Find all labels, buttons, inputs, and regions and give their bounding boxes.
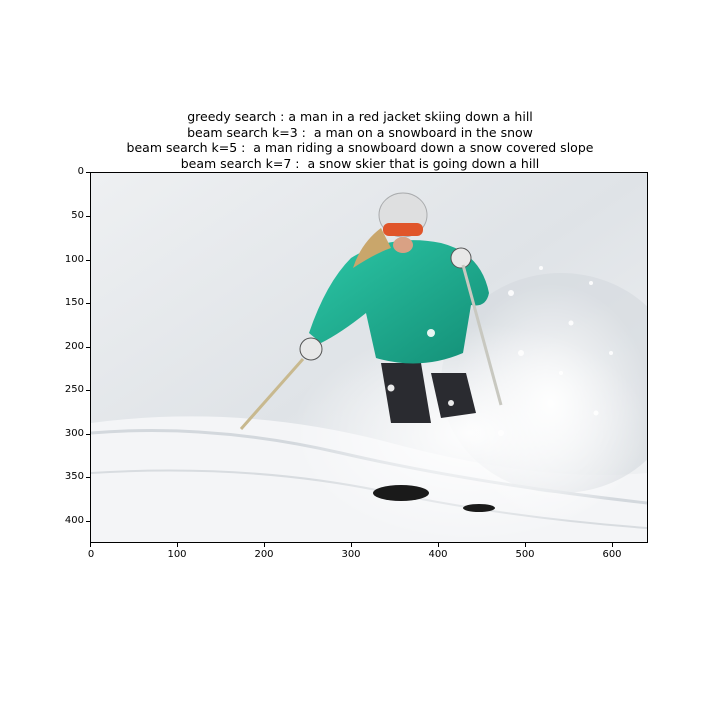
ski-left [373, 485, 429, 501]
y-tick-label: 200 [64, 341, 84, 352]
green-jacket [309, 240, 489, 364]
y-tick-mark [86, 521, 90, 522]
y-tick-mark [86, 260, 90, 261]
x-tick-mark [438, 543, 439, 547]
figure-title: greedy search : a man in a red jacket sk… [0, 109, 720, 171]
x-tick-mark [351, 543, 352, 547]
x-tick-label: 300 [341, 549, 361, 560]
y-tick-mark [86, 390, 90, 391]
title-line-beam-k7: beam search k=7 : a snow skier that is g… [180, 155, 540, 171]
y-tick-label: 300 [64, 428, 84, 439]
y-tick-label: 250 [64, 384, 84, 395]
x-tick-label: 100 [167, 549, 187, 560]
y-tick-label: 0 [77, 166, 84, 177]
skier-photo [91, 173, 647, 542]
title-line-greedy: greedy search : a man in a red jacket sk… [187, 109, 533, 124]
y-tick-mark [86, 216, 90, 217]
y-tick-label: 350 [64, 471, 84, 482]
x-tick-mark [177, 543, 178, 547]
x-tick-mark [612, 543, 613, 547]
y-tick-label: 50 [71, 210, 84, 221]
y-tick-mark [86, 347, 90, 348]
x-tick-label: 500 [515, 549, 535, 560]
x-tick-label: 0 [87, 549, 95, 560]
y-tick-mark [86, 172, 90, 173]
y-tick-mark [86, 434, 90, 435]
title-line-beam-k3: beam search k=3 : a man on a snowboard i… [187, 124, 533, 140]
image-axes [90, 172, 648, 543]
goggles [383, 223, 423, 236]
x-tick-label: 200 [254, 549, 274, 560]
y-tick-label: 100 [64, 254, 84, 265]
y-tick-mark [86, 477, 90, 478]
x-tick-mark [525, 543, 526, 547]
right-pole [461, 264, 503, 406]
y-tick-label: 150 [64, 297, 84, 308]
x-tick-mark [90, 543, 91, 547]
x-tick-label: 400 [428, 549, 448, 560]
y-tick-label: 400 [64, 515, 84, 526]
title-line-beam-k5: beam search k=5 : a man riding a snowboa… [126, 140, 594, 155]
ski-right [463, 504, 495, 512]
ski-pants [381, 363, 431, 423]
x-tick-label: 600 [602, 549, 622, 560]
left-pole [239, 358, 305, 430]
x-tick-mark [264, 543, 265, 547]
y-tick-mark [86, 303, 90, 304]
